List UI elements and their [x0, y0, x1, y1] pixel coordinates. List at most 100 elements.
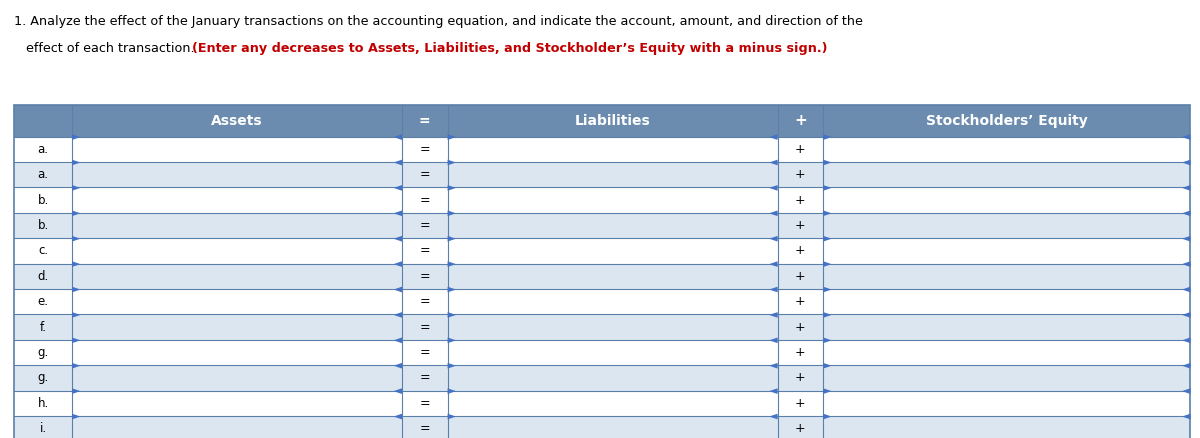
Polygon shape	[769, 211, 778, 216]
Bar	[14, 105, 1190, 137]
Text: Stockholders’ Equity: Stockholders’ Equity	[926, 114, 1087, 128]
Text: +: +	[796, 371, 805, 385]
Text: +: +	[794, 113, 806, 128]
Polygon shape	[448, 236, 456, 241]
Polygon shape	[823, 236, 832, 241]
Text: =: =	[420, 321, 430, 334]
Polygon shape	[823, 337, 832, 343]
Polygon shape	[823, 312, 832, 318]
Text: +: +	[796, 194, 805, 207]
Text: +: +	[796, 244, 805, 258]
Polygon shape	[72, 185, 80, 191]
Polygon shape	[1182, 363, 1190, 368]
Polygon shape	[823, 261, 832, 267]
Bar	[14, 340, 1190, 365]
Polygon shape	[769, 287, 778, 293]
Text: =: =	[420, 422, 430, 435]
Polygon shape	[394, 337, 402, 343]
Polygon shape	[769, 312, 778, 318]
Polygon shape	[769, 363, 778, 368]
Bar	[14, 137, 1190, 162]
Text: +: +	[796, 270, 805, 283]
Bar	[14, 416, 1190, 438]
Polygon shape	[448, 261, 456, 267]
Polygon shape	[448, 134, 456, 140]
Polygon shape	[394, 363, 402, 368]
Bar	[14, 264, 1190, 289]
Polygon shape	[823, 134, 832, 140]
Polygon shape	[769, 160, 778, 165]
Text: =: =	[420, 194, 430, 207]
Polygon shape	[448, 185, 456, 191]
Polygon shape	[72, 287, 80, 293]
Polygon shape	[394, 236, 402, 241]
Polygon shape	[823, 160, 832, 165]
Polygon shape	[823, 389, 832, 394]
Polygon shape	[1182, 261, 1190, 267]
Text: Liabilities: Liabilities	[575, 114, 650, 128]
Text: =: =	[420, 270, 430, 283]
Text: b.: b.	[37, 194, 49, 207]
Polygon shape	[394, 389, 402, 394]
Text: 1. Analyze the effect of the January transactions on the accounting equation, an: 1. Analyze the effect of the January tra…	[14, 15, 863, 28]
Polygon shape	[769, 337, 778, 343]
Polygon shape	[1182, 211, 1190, 216]
Polygon shape	[394, 160, 402, 165]
Polygon shape	[769, 389, 778, 394]
Text: =: =	[420, 346, 430, 359]
Polygon shape	[448, 160, 456, 165]
Text: c.: c.	[38, 244, 48, 258]
Text: Assets: Assets	[211, 114, 263, 128]
Polygon shape	[394, 287, 402, 293]
Text: (Enter any decreases to Assets, Liabilities, and Stockholder’s Equity with a min: (Enter any decreases to Assets, Liabilit…	[192, 42, 828, 55]
Polygon shape	[1182, 287, 1190, 293]
Text: +: +	[796, 346, 805, 359]
Text: f.: f.	[40, 321, 47, 334]
Polygon shape	[72, 160, 80, 165]
Text: =: =	[420, 371, 430, 385]
Polygon shape	[72, 236, 80, 241]
Polygon shape	[448, 389, 456, 394]
Text: +: +	[796, 295, 805, 308]
Text: =: =	[420, 397, 430, 410]
Polygon shape	[1182, 185, 1190, 191]
Bar	[14, 187, 1190, 213]
Polygon shape	[823, 185, 832, 191]
Text: d.: d.	[37, 270, 49, 283]
Bar	[14, 238, 1190, 264]
Polygon shape	[769, 413, 778, 419]
Polygon shape	[1182, 312, 1190, 318]
Polygon shape	[394, 134, 402, 140]
Polygon shape	[72, 261, 80, 267]
Polygon shape	[394, 185, 402, 191]
Text: g.: g.	[37, 346, 49, 359]
Polygon shape	[72, 312, 80, 318]
Polygon shape	[1182, 236, 1190, 241]
Bar	[14, 314, 1190, 340]
Text: +: +	[796, 168, 805, 181]
Polygon shape	[1182, 160, 1190, 165]
Text: i.: i.	[40, 422, 47, 435]
Text: g.: g.	[37, 371, 49, 385]
Polygon shape	[1182, 389, 1190, 394]
Polygon shape	[769, 236, 778, 241]
Polygon shape	[448, 287, 456, 293]
Bar	[14, 213, 1190, 238]
Text: a.: a.	[37, 168, 49, 181]
Polygon shape	[72, 413, 80, 419]
Polygon shape	[394, 413, 402, 419]
Polygon shape	[1182, 134, 1190, 140]
Polygon shape	[394, 312, 402, 318]
Text: =: =	[420, 143, 430, 156]
Polygon shape	[448, 413, 456, 419]
Polygon shape	[823, 287, 832, 293]
Text: a.: a.	[37, 143, 49, 156]
Text: +: +	[796, 143, 805, 156]
Polygon shape	[823, 363, 832, 368]
Bar	[14, 365, 1190, 391]
Text: =: =	[420, 244, 430, 258]
Text: =: =	[420, 219, 430, 232]
Bar	[14, 289, 1190, 314]
Polygon shape	[769, 185, 778, 191]
Text: =: =	[419, 114, 431, 128]
